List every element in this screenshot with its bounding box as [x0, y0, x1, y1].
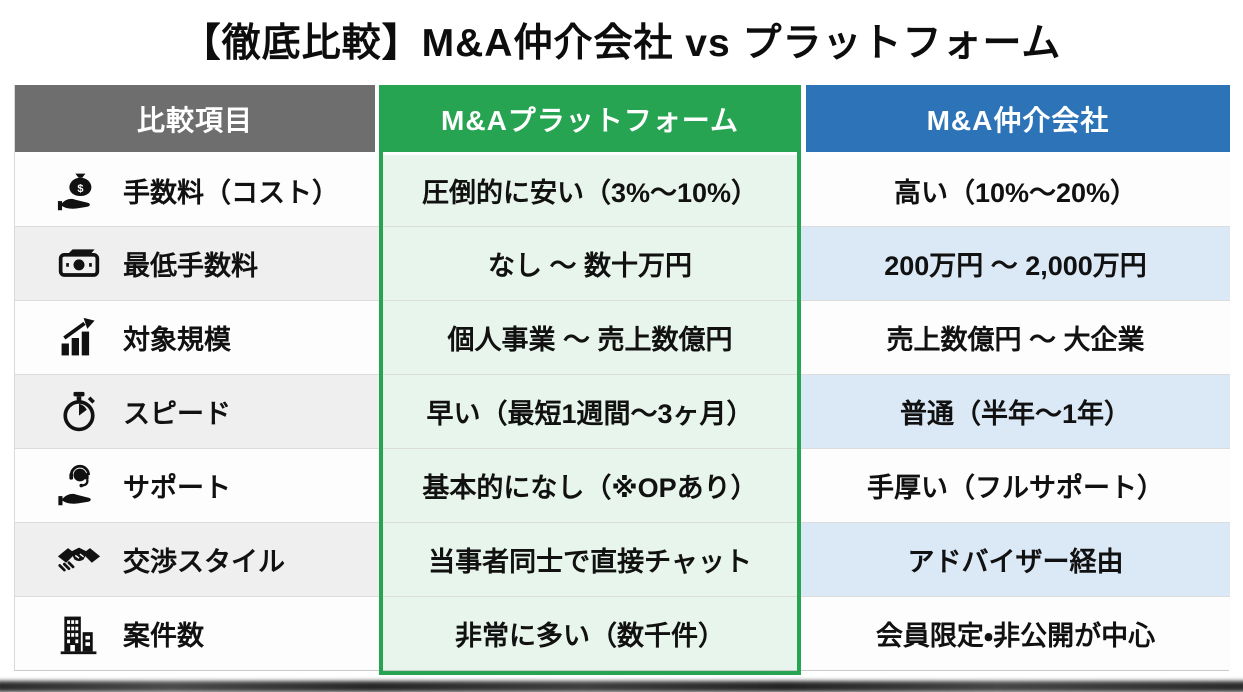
header-platform: M&Aプラットフォーム: [379, 85, 801, 152]
broker-value-cell: 会員限定・非公開が中心: [801, 596, 1230, 670]
comparison-table: 比較項目 M&Aプラットフォーム M&A仲介会社 $ 手数料（コスト） 圧倒的に…: [14, 85, 1230, 675]
broker-value-cell: 売上数億円 〜 大企業: [801, 300, 1230, 374]
platform-value-cell: 当事者同士で直接チャット: [379, 522, 801, 596]
broker-value-cell: 高い（10%〜20%）: [801, 152, 1230, 226]
svg-text:$: $: [77, 182, 83, 194]
table-row-negotiation-style: 交渉スタイル 当事者同士で直接チャット アドバイザー経由: [15, 522, 1230, 596]
platform-value-cell: 個人事業 〜 売上数億円: [379, 300, 801, 374]
broker-value-cell: 手厚い（フルサポート）: [801, 448, 1230, 522]
row-label-cell: 案件数: [15, 596, 379, 670]
table-row-target-size: 対象規模 個人事業 〜 売上数億円 売上数億円 〜 大企業: [15, 300, 1230, 374]
table-header-row: 比較項目 M&Aプラットフォーム M&A仲介会社: [15, 85, 1230, 152]
page-title: 【徹底比較】M&A仲介会社 vs プラットフォーム: [181, 22, 1062, 65]
broker-value-cell: 普通（半年〜1年）: [801, 374, 1230, 448]
buildings-icon: [55, 612, 103, 656]
row-label-cell: 交渉スタイル: [15, 522, 379, 596]
header-broker: M&A仲介会社: [801, 85, 1230, 152]
row-label: サポート: [123, 473, 231, 503]
table-row-support: サポート 基本的になし（※OPあり） 手厚い（フルサポート）: [15, 448, 1230, 522]
row-label: 手数料（コスト）: [123, 178, 339, 208]
banknote-icon: [55, 242, 103, 286]
broker-value-cell: 200万円 〜 2,000万円: [801, 226, 1230, 300]
row-label-cell: スピード: [15, 374, 379, 448]
cropped-bottom-content-strip: [0, 681, 1243, 692]
platform-value-cell: なし 〜 数十万円: [379, 226, 801, 300]
money-bag-hand-icon: $: [55, 169, 103, 213]
table-row-deal-count: 案件数 非常に多い（数千件） 会員限定・非公開が中心: [15, 596, 1230, 670]
platform-value-cell: 基本的になし（※OPあり）: [379, 448, 801, 522]
row-label: 対象規模: [123, 325, 231, 355]
platform-value-cell: 圧倒的に安い（3%〜10%）: [379, 152, 801, 226]
growth-chart-icon: [55, 316, 103, 360]
row-label: スピード: [123, 399, 231, 429]
support-hand-icon: [55, 464, 103, 508]
table-row-speed: スピード 早い（最短1週間〜3ヶ月） 普通（半年〜1年）: [15, 374, 1230, 448]
stopwatch-icon: [55, 390, 103, 434]
row-label-cell: $ 手数料（コスト）: [15, 152, 379, 226]
broker-value-cell: アドバイザー経由: [801, 522, 1230, 596]
platform-value-cell: 早い（最短1週間〜3ヶ月）: [379, 374, 801, 448]
platform-value-cell: 非常に多い（数千件）: [379, 596, 801, 670]
row-label: 最低手数料: [123, 251, 258, 281]
table-row-minimum-fee: 最低手数料 なし 〜 数十万円 200万円 〜 2,000万円: [15, 226, 1230, 300]
row-label-cell: サポート: [15, 448, 379, 522]
row-label-cell: 最低手数料: [15, 226, 379, 300]
row-label: 交渉スタイル: [123, 547, 285, 577]
row-label: 案件数: [123, 621, 204, 651]
table-row-fee: $ 手数料（コスト） 圧倒的に安い（3%〜10%） 高い（10%〜20%）: [15, 152, 1230, 226]
header-comparison-item: 比較項目: [15, 85, 379, 152]
handshake-icon: [55, 538, 103, 582]
row-label-cell: 対象規模: [15, 300, 379, 374]
